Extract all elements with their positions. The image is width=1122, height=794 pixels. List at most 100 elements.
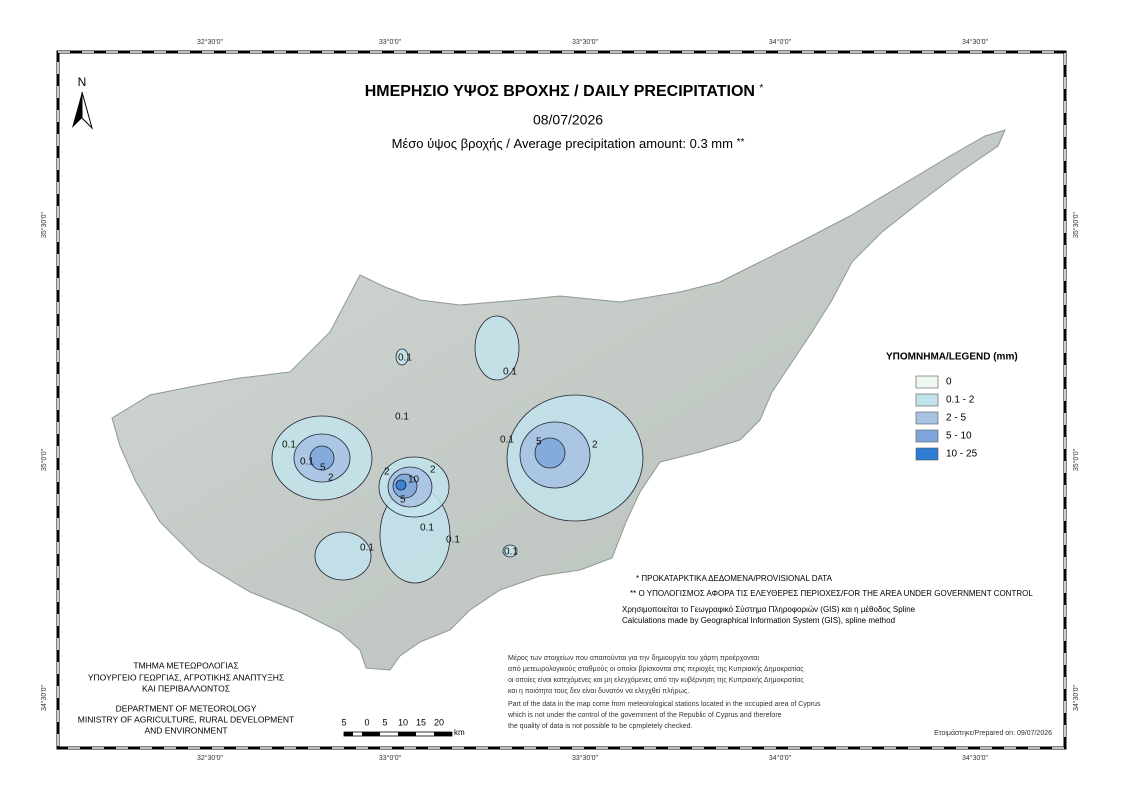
title-note: * [759,83,763,94]
rain-area [395,348,409,366]
rain-area [395,479,407,491]
frame-dash [57,51,1066,749]
agency: ΤΜΗΜΑ ΜΕΤΕΩΡΟΛΟΓΙΑΣ ΥΠΟΥΡΓΕΙΟ ΓΕΩΡΓΙΑΣ, Α… [78,660,294,735]
disclaimer-line: από μετεωρολογικούς σταθμούς οι οποίοι β… [508,665,804,673]
legend-label: 0 [946,377,952,388]
contour-label: 10 [408,475,420,486]
contour-label: 0.1 [395,412,409,423]
scale-seg [398,732,416,736]
contour-label: 2 [384,467,390,478]
notes: * ΠΡΟΚΑΤΑΡΚΤΙΚΑ ΔΕΔΟΜΕΝΑ/PROVISIONAL DAT… [622,574,1033,625]
disclaimer-line: Μέρος των στοιχείων που απαιτούνται για … [508,654,759,662]
scale-label: 15 [416,717,426,727]
disclaimer-line: Part of the data in the map come from me… [508,701,821,708]
north-label: N [78,75,87,89]
contour-label: 0.1 [398,353,412,364]
scale-unit: km [454,728,465,737]
scale-seg [434,732,452,736]
latitude-label: 35°0'0" [1072,448,1080,471]
scale-label: 20 [434,717,444,727]
title: ΗΜΕΡΗΣΙΟ ΥΨΟΣ ΒΡΟΧΗΣ / DAILY PRECIPITATI… [365,83,764,101]
rain-area [309,445,335,471]
contour-label: 2 [592,440,598,451]
agency-line: DEPARTMENT OF METEOROLOGY [116,703,257,713]
note: * ΠΡΟΚΑΤΑΡΚΤΙΚΑ ΔΕΔΟΜΕΝΑ/PROVISIONAL DAT… [636,574,833,583]
contour-label: 0.1 [504,547,518,558]
contour-label: 0.1 [282,440,296,451]
contour-label: 0.1 [360,543,374,554]
graticule: 32°30'0" 32°30'0" 33°0'0" 33°0'0" 33°30'0" 33… [40,38,1080,762]
disclaimer-line: οι οποίες είναι κατεχόμενες και μη ελεγχ… [508,676,804,684]
north-arrow: N [72,75,93,130]
legend: ΥΠΟΜΝΗΜΑ/LEGEND (mm) 0 0.1 - 2 2 - 5 5 - 10… [886,352,1018,461]
agency-line: MINISTRY OF AGRICULTURE, RURAL DEVELOPME… [78,714,294,724]
scale-label: 5 [382,717,387,727]
rain-area [314,531,372,581]
latitude-label: 35°30'0" [1072,211,1080,238]
legend-title: ΥΠΟΜΝΗΜΑ/LEGEND (mm) [886,352,1018,363]
agency-line: ΤΜΗΜΑ ΜΕΤΕΩΡΟΛΟΓΙΑΣ [133,660,238,670]
disclaimer-line: which is not under the control of the go… [507,712,782,719]
latitude-label: 35°30'0" [40,211,48,238]
scale-seg [362,732,380,736]
disclaimer: Μέρος των στοιχείων που απαιτούνται για … [507,654,821,730]
disclaimer-line: the quality of data is not possible to b… [508,723,692,730]
longitude-label: 33°0'0" [379,754,402,762]
rain-area [474,315,520,381]
agency-line: ΚΑΙ ΠΕΡΙΒΑΛΛΟΝΤΟΣ [142,683,230,693]
contour-label: 5 [400,495,406,506]
disclaimer-line: και η ποιότητα τους δεν είναι δυνατόν να… [508,687,689,695]
legend-swatch [915,393,939,407]
average-note: ** [737,137,745,148]
longitude-label: 34°0'0" [769,38,792,46]
contour-labels: 0.1 0.1 0.1 0.1 2 5 0.1 5 2 10 2 5 0.1 0… [282,353,598,558]
longitude-label: 34°30'0" [962,754,989,762]
scale-label: 5 [341,717,346,727]
scale-label: 10 [398,717,408,727]
longitude-label: 34°0'0" [769,754,792,762]
note: Calculations made by Geographical Inform… [622,616,895,625]
note: ** Ο ΥΠΟΛΟΓΙΣΜΟΣ ΑΦΟΡΑ ΤΙΣ ΕΛΕΥΘΕΡΕΣ ΠΕΡ… [630,589,1033,598]
scale-seg [344,732,353,736]
longitude-label: 33°0'0" [379,38,402,46]
note: Χρησιμοποιείται το Γεωγραφικό Σύστημα Πλ… [622,605,916,614]
contour-label: 0.1 [420,523,434,534]
legend-label: 2 - 5 [946,413,966,424]
legend-swatch [915,375,939,389]
average: Μέσο ύψος βροχής / Average precipitation… [392,136,745,151]
scale-bar: km 5 0 5 10 15 20 [341,717,465,737]
longitude-label: 32°30'0" [197,38,224,46]
agency-line: AND ENVIRONMENT [144,725,227,735]
arrow-left [72,92,82,128]
legend-label: 10 - 25 [946,449,978,460]
legend-swatch [915,447,939,461]
arrow-right [81,91,93,130]
agency-line: ΥΠΟΥΡΓΕΙΟ ΓΕΩΡΓΙΑΣ, ΑΓΡΟΤΙΚΗΣ ΑΝΑΠΤΥΞΗΣ [88,672,284,682]
longitude-label: 33°30'0" [572,38,599,46]
date: 08/07/2026 [533,112,603,128]
latitude-label: 34°30'0" [40,684,48,711]
contour-label: 2 [430,465,436,476]
longitude-label: 33°30'0" [572,754,599,762]
contour-label: 0.1 [500,435,514,446]
contour-label: 0.1 [503,367,517,378]
latitude-label: 34°30'0" [1072,684,1080,711]
contour-label: 5 [320,463,326,474]
precipitation-areas [271,315,644,584]
rain-area [534,437,566,469]
legend-label: 0.1 - 2 [946,395,975,406]
longitude-label: 32°30'0" [197,754,224,762]
latitude-label: 35°0'0" [40,448,48,471]
legend-label: 5 - 10 [946,431,972,442]
title-text: ΗΜΕΡΗΣΙΟ ΥΨΟΣ ΒΡΟΧΗΣ / DAILY PRECIPITATI… [365,83,755,100]
contour-label: 2 [328,473,334,484]
average-text: Μέσο ύψος βροχής / Average precipitation… [392,136,733,151]
contour-label: 0.1 [300,457,314,468]
prepared-date: Ετοιμάστηκε/Prepared on: 09/07/2026 [934,729,1052,737]
longitude-label: 34°30'0" [962,38,989,46]
legend-swatch [915,411,939,425]
contour-label: 0.1 [446,535,460,546]
contour-label: 5 [536,437,542,448]
